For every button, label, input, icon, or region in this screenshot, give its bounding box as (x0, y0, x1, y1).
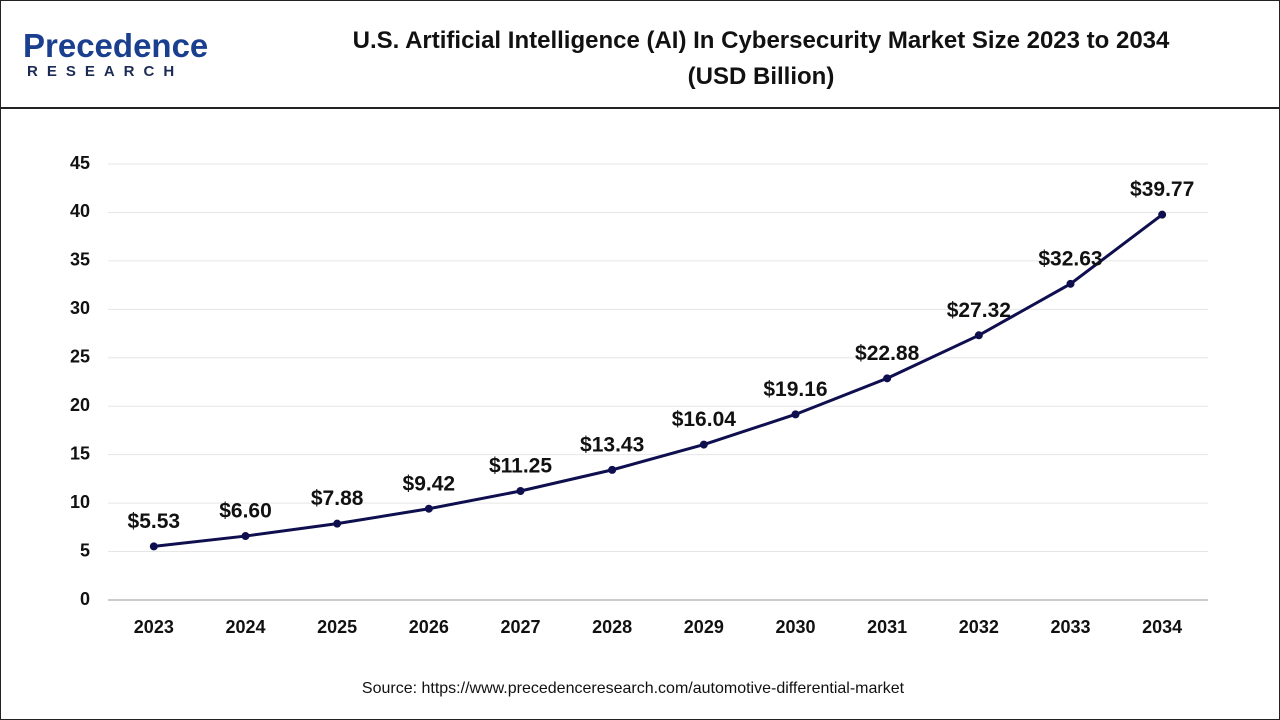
x-tick-label: 2024 (225, 617, 265, 637)
x-tick-label: 2031 (867, 617, 907, 637)
header: Precedence RESEARCH U.S. Artificial Inte… (1, 1, 1279, 109)
x-tick-label: 2032 (959, 617, 999, 637)
y-tick-label: 35 (70, 250, 90, 270)
data-label: $19.16 (763, 378, 827, 401)
x-tick-label: 2028 (592, 617, 632, 637)
point (149, 542, 158, 551)
data-label: $27.32 (947, 299, 1011, 322)
chart-title: U.S. Artificial Intelligence (AI) In Cyb… (352, 27, 1170, 90)
x-tick-label: 2025 (317, 617, 357, 637)
data-label: $9.42 (403, 472, 456, 495)
x-tick-label: 2030 (775, 617, 815, 637)
logo-tagline: RESEARCH (27, 63, 184, 80)
data-label: $5.53 (128, 510, 181, 533)
data-label: $6.60 (219, 500, 272, 523)
y-tick-label: 30 (70, 298, 90, 318)
y-tick-label: 0 (80, 589, 90, 609)
data-label: $7.88 (311, 487, 364, 510)
point (608, 465, 617, 474)
data-label: $11.25 (489, 455, 552, 478)
y-tick-label: 5 (80, 540, 90, 560)
y-tick-label: 25 (70, 347, 90, 367)
y-tick-label: 40 (70, 201, 90, 221)
x-tick-label: 2033 (1050, 617, 1090, 637)
x-tick-label: 2026 (409, 617, 449, 637)
x-tick-label: 2023 (134, 617, 174, 637)
point (1158, 210, 1167, 219)
data-label: $16.04 (672, 408, 737, 431)
data-label: $32.63 (1038, 247, 1102, 270)
x-tick-label: 2029 (684, 617, 724, 637)
point (333, 519, 342, 528)
point (699, 440, 708, 449)
point (241, 532, 250, 541)
x-tick-label: 2034 (1142, 617, 1182, 637)
y-tick-label: 20 (70, 395, 90, 415)
logo-name: Precedence (23, 27, 209, 64)
line (153, 213, 1164, 548)
y-tick-label: 10 (70, 492, 90, 512)
point (516, 487, 525, 495)
point (974, 331, 983, 340)
point (1066, 279, 1075, 288)
y-tick-label: 45 (70, 153, 90, 173)
source-note: Source: https://www.precedenceresearch.c… (362, 680, 905, 697)
data-label: $39.77 (1130, 178, 1194, 201)
x-tick-label: 2027 (500, 617, 540, 637)
point (424, 504, 433, 513)
data-label: $22.88 (855, 342, 920, 365)
point (791, 410, 800, 419)
point (883, 374, 892, 383)
data-label: $13.43 (580, 433, 644, 456)
y-tick-label: 15 (70, 443, 90, 463)
